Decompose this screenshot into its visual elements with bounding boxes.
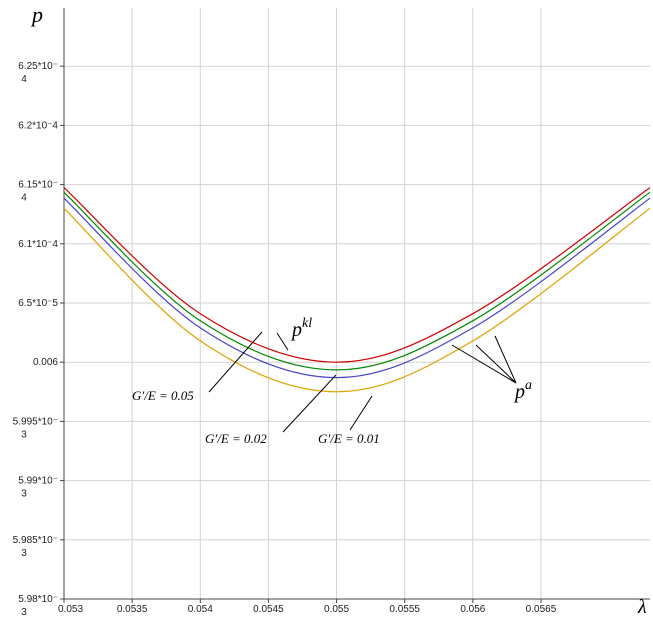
series-line-3: [63, 197, 651, 379]
g005-annotation: G′/E = 0.05: [132, 388, 194, 403]
x-tick-label: 0.0545: [253, 604, 284, 615]
y-tick-labels: 5.98*10⁻ 3 5.985*10⁻ 3 5.99*10⁻ 3 5.995*10⁻ 3 0.…: [13, 61, 59, 618]
series-line-1: [63, 187, 651, 363]
x-tick-label: 0.053: [58, 604, 83, 615]
x-tick-label: 0.056: [460, 604, 485, 615]
g001-leader: [349, 395, 373, 431]
x-tick-label: 0.055: [324, 604, 349, 615]
y-tick-label: 5.985*10⁻: [13, 535, 58, 546]
x-axis-label: λ: [637, 596, 647, 618]
annotation-leaders: [208, 331, 517, 433]
y-tick-label: 6.2*10⁻4: [18, 120, 58, 131]
pkl-leader: [276, 332, 289, 351]
pa-leader-1: [451, 344, 517, 384]
pa-leader-3: [494, 335, 517, 384]
pa-annotation: pa: [513, 378, 532, 403]
series-line-2: [63, 191, 651, 371]
pa-leader-2: [475, 344, 517, 384]
x-tick-label: 0.0535: [117, 604, 148, 615]
y-tick-exponent: 3: [21, 607, 27, 618]
g005-leader: [208, 331, 263, 393]
g001-annotation: G′/E = 0.01: [318, 431, 380, 446]
y-tick-label: 6.5*10⁻5: [18, 298, 58, 309]
series-lines: [63, 187, 651, 393]
y-tick-exponent: 4: [21, 74, 27, 85]
x-tick-label: 0.0565: [526, 604, 557, 615]
y-tick-exponent: 3: [21, 489, 27, 500]
y-tick-label: 6.25*10⁻: [18, 61, 58, 72]
series-line-4: [63, 207, 651, 393]
y-tick-exponent: 3: [21, 429, 27, 440]
y-tick-exponent: 3: [21, 548, 27, 559]
x-tick-label: 0.054: [188, 604, 213, 615]
x-tick-labels: 0.053 0.0535 0.054 0.0545 0.055 0.0555 0.056 0.…: [58, 604, 557, 615]
grid-lines: [60, 8, 650, 603]
y-axis-label: p: [30, 2, 43, 27]
y-tick-exponent: 4: [21, 193, 27, 204]
y-tick-label: 6.15*10⁻: [18, 180, 58, 191]
y-tick-label: 5.98*10⁻: [18, 594, 58, 605]
pkl-annotation: pkl: [290, 316, 312, 341]
x-tick-label: 0.0555: [389, 604, 420, 615]
y-tick-label: 5.995*10⁻: [13, 416, 58, 427]
g002-leader: [282, 374, 337, 433]
y-tick-label: 5.99*10⁻: [18, 476, 58, 487]
g002-annotation: G′/E = 0.02: [205, 431, 267, 446]
y-tick-label: 0.006: [33, 357, 58, 368]
y-tick-label: 6.1*10⁻4: [18, 239, 58, 250]
